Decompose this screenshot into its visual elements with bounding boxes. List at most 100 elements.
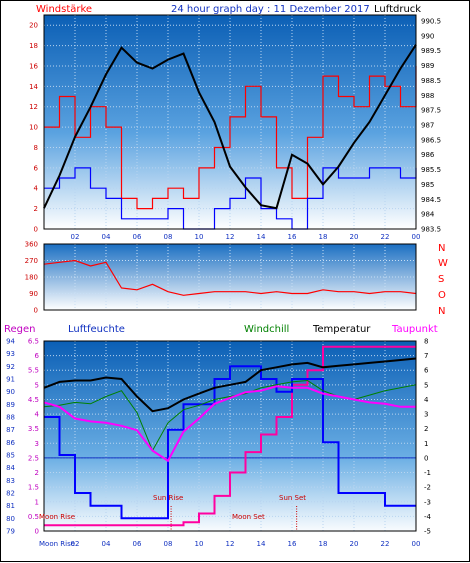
top-x-tick-00: 00	[412, 233, 421, 241]
top-y-left-tick-0: 0	[34, 226, 38, 234]
middle-panel-border	[43, 243, 417, 311]
bottom-panel-border	[43, 340, 417, 532]
data-series	[43, 44, 417, 531]
temperature-label: Temperatur	[312, 324, 371, 335]
top-y-right-tick-989.5: 989.5	[421, 47, 441, 55]
bottom-y-humidity-tick-94: 94	[6, 338, 15, 346]
windchill-label: Windchill	[244, 324, 289, 335]
top-y-right-tick-986.5: 986.5	[421, 136, 441, 144]
bottom-y-humidity-tick-93: 93	[6, 350, 15, 358]
graph-title: 24 hour graph day : 11 Dezember 2017	[171, 4, 370, 15]
mid-y-tick-270: 270	[25, 257, 38, 265]
top-y-left-tick-2: 2	[34, 205, 38, 213]
bottom-y-temp-tick-7: 7	[424, 352, 428, 360]
bottom-y-temp-tick--2: -2	[424, 484, 431, 492]
top-x-tick-20: 20	[350, 233, 359, 241]
sun-set-annotation: Sun Set	[279, 494, 306, 502]
top-x-tick-04: 04	[102, 233, 111, 241]
top-y-left-tick-14: 14	[29, 83, 38, 91]
top-y-right-tick-990.5: 990.5	[421, 17, 441, 25]
top-y-left-tick-12: 12	[29, 103, 38, 111]
top-y-right-tick-989: 989	[421, 62, 434, 70]
bottom-y-humidity-tick-90: 90	[6, 388, 15, 396]
wind-speed-title: Windstärke	[36, 4, 92, 15]
top-x-tick-08: 08	[164, 233, 173, 241]
compass-s: S	[438, 274, 444, 285]
bottom-y-humidity-tick-82: 82	[6, 490, 15, 498]
bottom-y-rain-tick-5: 5	[35, 381, 39, 389]
bottom-x-tick-00: 00	[412, 540, 421, 548]
mid-y-tick-0: 0	[34, 307, 38, 315]
bottom-y-humidity-tick-92: 92	[6, 363, 15, 371]
top-y-left-tick-8: 8	[34, 144, 38, 152]
top-y-right-tick-985: 985	[421, 181, 434, 189]
top-y-left-tick-20: 20	[29, 22, 38, 30]
bottom-y-rain-tick-3.5: 3.5	[28, 425, 39, 433]
bottom-y-temp-tick--1: -1	[424, 469, 431, 477]
bottom-y-temp-tick--5: -5	[424, 528, 431, 536]
top-y-right-tick-988.5: 988.5	[421, 77, 441, 85]
top-x-tick-10: 10	[195, 233, 204, 241]
humidity-line	[44, 365, 416, 520]
pressure-line	[43, 44, 417, 210]
top-y-right-tick-990: 990	[421, 32, 434, 40]
mid-y-tick-90: 90	[29, 290, 38, 298]
bottom-x-tick-16: 16	[288, 540, 297, 548]
mid-y-tick-360: 360	[25, 241, 38, 249]
bottom-y-rain-tick-1: 1	[35, 498, 39, 506]
top-x-tick-02: 02	[71, 233, 80, 241]
wind-average-line	[44, 167, 417, 230]
bottom-y-rain-tick-3: 3	[35, 440, 39, 448]
moon-rise-annotation: Moon Rise	[39, 513, 75, 521]
wind-gust-line	[44, 66, 417, 210]
bottom-y-rain-tick-6: 6	[35, 352, 40, 360]
bottom-x-tick-10: 10	[195, 540, 204, 548]
bottom-y-temp-tick-1: 1	[424, 440, 428, 448]
bottom-y-rain-tick-4: 4	[35, 411, 40, 419]
bottom-y-rain-tick-6.5: 6.5	[28, 338, 39, 346]
bottom-y-rain-tick-1.5: 1.5	[28, 484, 39, 492]
bottom-y-humidity-tick-85: 85	[6, 452, 15, 460]
bottom-y-temp-tick-0: 0	[424, 454, 428, 462]
bottom-y-temp-tick-6: 6	[424, 367, 429, 375]
bottom-y-temp-tick-2: 2	[424, 425, 428, 433]
pressure-title: Luftdruck	[374, 4, 421, 15]
bottom-y-humidity-tick-84: 84	[6, 464, 15, 472]
top-y-right-tick-986: 986	[421, 151, 435, 159]
top-y-left-tick-18: 18	[29, 42, 38, 50]
top-y-right-tick-985.5: 985.5	[421, 166, 441, 174]
dewpoint-label: Taupunkt	[391, 324, 438, 335]
humidity-label: Luftfeuchte	[68, 324, 125, 335]
bottom-y-humidity-tick-89: 89	[6, 401, 15, 409]
compass-n-top: N	[438, 243, 445, 254]
top-x-tick-18: 18	[319, 233, 328, 241]
top-y-right-tick-984.5: 984.5	[421, 196, 441, 204]
bottom-y-temp-tick-3: 3	[424, 411, 428, 419]
bottom-x-tick-14: 14	[257, 540, 266, 548]
bottom-y-temp-tick-4: 4	[424, 396, 429, 404]
top-x-tick-06: 06	[133, 233, 142, 241]
top-x-tick-12: 12	[226, 233, 235, 241]
top-x-tick-22: 22	[381, 233, 390, 241]
bottom-y-rain-tick-0: 0	[35, 528, 39, 536]
top-y-right-tick-983.5: 983.5	[421, 226, 441, 234]
bottom-y-rain-tick-4.5: 4.5	[28, 396, 39, 404]
bottom-y-humidity-tick-86: 86	[6, 439, 15, 447]
bottom-y-rain-tick-2: 2	[35, 469, 39, 477]
top-y-left-tick-16: 16	[29, 62, 38, 70]
temperature-line	[43, 357, 417, 413]
bottom-y-humidity-tick-81: 81	[6, 502, 15, 510]
bottom-y-rain-tick-2.5: 2.5	[28, 454, 39, 462]
bottom-x-tick-12: 12	[226, 540, 235, 548]
top-y-left-tick-4: 4	[34, 185, 39, 193]
dewpoint-line	[43, 385, 416, 463]
compass-n-bottom: N	[438, 306, 445, 317]
bottom-y-humidity-tick-88: 88	[6, 414, 15, 422]
top-y-right-tick-987: 987	[421, 121, 434, 129]
rain-label: Regen	[4, 324, 36, 335]
bottom-y-humidity-tick-91: 91	[6, 376, 15, 384]
bottom-y-rain-tick-5.5: 5.5	[28, 367, 39, 375]
bottom-x-tick-06: 06	[133, 540, 142, 548]
